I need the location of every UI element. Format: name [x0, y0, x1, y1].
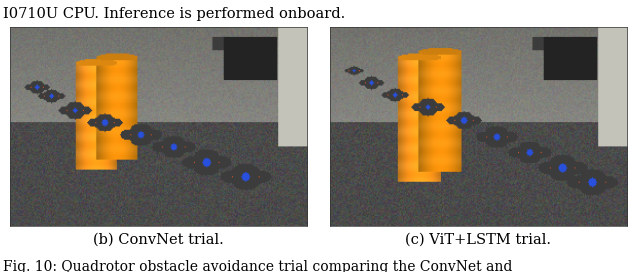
Text: I0710U CPU. Inference is performed onboard.: I0710U CPU. Inference is performed onboa…: [3, 7, 346, 21]
Text: (b) ConvNet trial.: (b) ConvNet trial.: [93, 233, 224, 246]
Text: (c) ViT+LSTM trial.: (c) ViT+LSTM trial.: [405, 233, 552, 246]
Text: Fig. 10: Quadrotor obstacle avoidance trial comparing the ConvNet and: Fig. 10: Quadrotor obstacle avoidance tr…: [3, 260, 513, 272]
